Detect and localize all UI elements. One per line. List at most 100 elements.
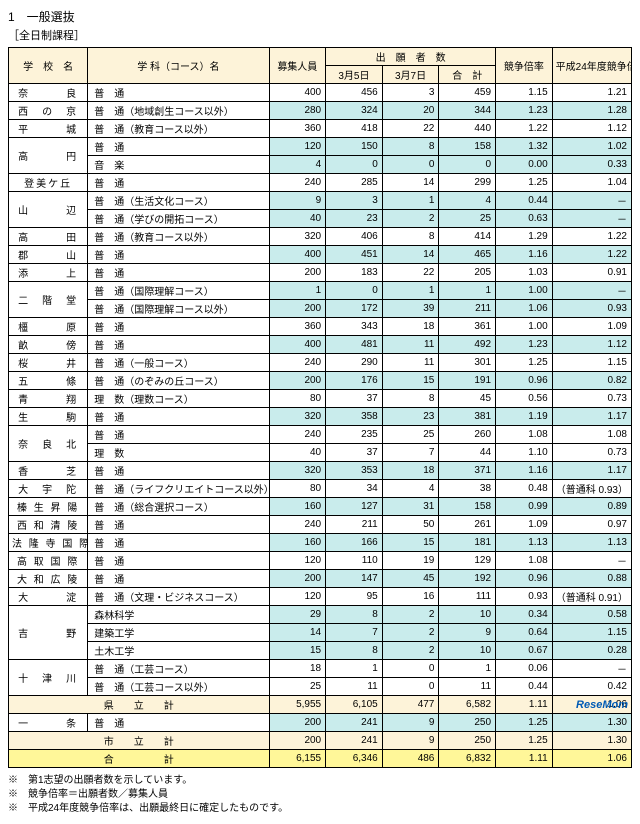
cell: 普 通 [88, 534, 269, 552]
cell: 1.25 [496, 354, 553, 372]
cell: 0.93 [552, 300, 631, 318]
cell: 6,155 [269, 750, 326, 768]
cell: 2 [382, 642, 439, 660]
cell: 0.82 [552, 372, 631, 390]
cell: 0 [382, 660, 439, 678]
cell: 1.29 [496, 228, 553, 246]
cell: 324 [326, 102, 383, 120]
cell: 法 隆 寺 国 際 [9, 534, 88, 552]
cell: 普 通 [88, 714, 269, 732]
cell: 1.09 [496, 516, 553, 534]
cell: 235 [326, 426, 383, 444]
cell: 9 [382, 714, 439, 732]
cell: 261 [439, 516, 496, 534]
cell: 9 [439, 624, 496, 642]
cell: 23 [382, 408, 439, 426]
cell: 榛 生 昇 陽 [9, 498, 88, 516]
cell: 0 [326, 156, 383, 174]
cell: 285 [326, 174, 383, 192]
cell: 普 通（ライフクリエイトコース以外） [88, 480, 269, 498]
cell: 183 [326, 264, 383, 282]
cell: 1.04 [552, 174, 631, 192]
cell: 1 [269, 282, 326, 300]
cell: 4 [382, 480, 439, 498]
cell: 普 通 [88, 552, 269, 570]
cell: 0.42 [552, 678, 631, 696]
cell: 1.17 [552, 408, 631, 426]
cell: 1.21 [552, 84, 631, 102]
page-subtitle: ［全日制課程］ [8, 27, 632, 43]
cell: 1.06 [552, 750, 631, 768]
cell: 十 津 川 [9, 660, 88, 696]
cell: 0.44 [496, 192, 553, 210]
cell: 150 [326, 138, 383, 156]
cell: 160 [269, 498, 326, 516]
cell: 1.13 [552, 534, 631, 552]
cell: 森林科学 [88, 606, 269, 624]
table-row: 普 通（国際理解コース以外）200172392111.060.93 [9, 300, 632, 318]
cell: 橿 原 [9, 318, 88, 336]
table-row: 榛 生 昇 陽普 通（総合選択コース）160127311580.990.89 [9, 498, 632, 516]
cell: 456 [326, 84, 383, 102]
cell: 土木工学 [88, 642, 269, 660]
cell: 486 [382, 750, 439, 768]
cell: 23 [326, 210, 383, 228]
cell: 6,105 [326, 696, 383, 714]
cell: 3 [326, 192, 383, 210]
cell: 1.22 [552, 246, 631, 264]
cell: 1.08 [552, 426, 631, 444]
cell: 6,582 [439, 696, 496, 714]
cell: 344 [439, 102, 496, 120]
cell: 1 [382, 192, 439, 210]
cell: 普 通（総合選択コース） [88, 498, 269, 516]
cell: 西 和 清 陵 [9, 516, 88, 534]
cell: － [552, 210, 631, 228]
cell: 15 [382, 372, 439, 390]
table-row: 平 城普 通（教育コース以外）360418224401.221.12 [9, 120, 632, 138]
cell: 1.00 [496, 282, 553, 300]
cell: 25 [269, 678, 326, 696]
table-row: 登美ケ丘普 通240285142991.251.04 [9, 174, 632, 192]
cell: 0.89 [552, 498, 631, 516]
header-applicants: 出 願 者 数 [326, 48, 496, 66]
cell: 1.10 [496, 444, 553, 462]
cell: 0 [382, 678, 439, 696]
cell: 二 階 堂 [9, 282, 88, 318]
cell: 11 [439, 678, 496, 696]
cell: 普 通 [88, 426, 269, 444]
cell: 15 [382, 534, 439, 552]
cell: 358 [326, 408, 383, 426]
table-row: 山 辺普 通（生活文化コース）93140.44－ [9, 192, 632, 210]
cell: 0.93 [496, 588, 553, 606]
cell: 111 [439, 588, 496, 606]
cell: 14 [269, 624, 326, 642]
cell: 7 [382, 444, 439, 462]
cell: 大 和 広 陵 [9, 570, 88, 588]
cell: 6,832 [439, 750, 496, 768]
cell: 理 数（理数コース） [88, 390, 269, 408]
cell: 普 通 [88, 462, 269, 480]
cell: 5,955 [269, 696, 326, 714]
cell: 110 [326, 552, 383, 570]
cell: 8 [382, 228, 439, 246]
cell: 39 [382, 300, 439, 318]
cell: 建築工学 [88, 624, 269, 642]
cell: 14 [382, 174, 439, 192]
cell: 371 [439, 462, 496, 480]
table-row: 五 條普 通（のぞみの丘コース）200176151910.960.82 [9, 372, 632, 390]
logo: ReseMom [576, 699, 628, 711]
header-course: 学 科（コース）名 [88, 48, 269, 84]
table-row: 法 隆 寺 国 際普 通160166151811.131.13 [9, 534, 632, 552]
header-school: 学 校 名 [9, 48, 88, 84]
cell: 50 [382, 516, 439, 534]
cell: 0.99 [496, 498, 553, 516]
cell: 18 [382, 462, 439, 480]
cell: 459 [439, 84, 496, 102]
cell: 普 通（工芸コース） [88, 660, 269, 678]
cell: 320 [269, 408, 326, 426]
cell: 241 [326, 714, 383, 732]
cell: 普 通 [88, 246, 269, 264]
cell: 166 [326, 534, 383, 552]
cell: 1 [382, 282, 439, 300]
cell: 477 [382, 696, 439, 714]
